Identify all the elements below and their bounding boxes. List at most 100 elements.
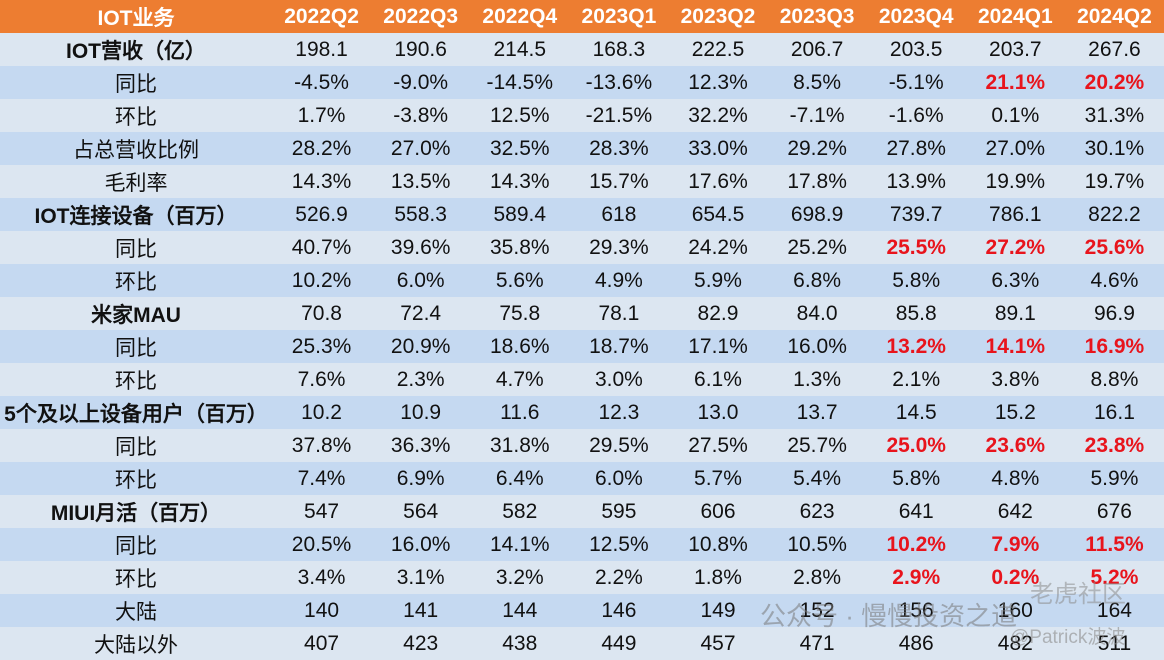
cell: 156 [866,594,966,627]
cell: 4.7% [470,363,570,396]
column-header: 2022Q2 [272,0,372,33]
cell: 198.1 [272,33,372,66]
cell: 70.8 [272,297,372,330]
cell: 89.1 [965,297,1065,330]
cell: 32.2% [668,99,768,132]
cell: -3.8% [371,99,471,132]
cell: 168.3 [569,33,669,66]
cell: 72.4 [371,297,471,330]
cell: 267.6 [1064,33,1164,66]
cell: 6.9% [371,462,471,495]
table-row: IOT连接设备（百万） 526.9 558.3 589.4 618 654.5 698.9 7… [0,198,1164,231]
table-row: 同比 37.8% 36.3% 31.8% 29.5% 27.5% 25.7% 25.0% 23.… [0,429,1164,462]
cell: 27.2% [965,231,1065,264]
cell: 28.3% [569,132,669,165]
cell: 2.2% [569,561,669,594]
cell: 623 [767,495,867,528]
cell: 84.0 [767,297,867,330]
cell: 7.4% [272,462,372,495]
cell: 27.8% [866,132,966,165]
cell: 29.3% [569,231,669,264]
cell: 3.4% [272,561,372,594]
table-row: 同比 20.5% 16.0% 14.1% 12.5% 10.8% 10.5% 10.2% 7.9… [0,528,1164,561]
cell: 10.9 [371,396,471,429]
row-label: 同比 [0,528,272,561]
cell: 438 [470,627,570,660]
cell: 7.9% [965,528,1065,561]
cell: 564 [371,495,471,528]
cell: 822.2 [1064,198,1164,231]
cell: 486 [866,627,966,660]
cell: 449 [569,627,669,660]
table-row: MIUI月活（百万） 547 564 582 595 606 623 641 642 676 [0,495,1164,528]
cell: -13.6% [569,66,669,99]
cell: 20.9% [371,330,471,363]
cell: 6.0% [569,462,669,495]
cell: 203.5 [866,33,966,66]
cell: 164 [1064,594,1164,627]
row-label: 同比 [0,231,272,264]
cell: 96.9 [1064,297,1164,330]
cell: 30.1% [1064,132,1164,165]
cell: 5.6% [470,264,570,297]
cell: 152 [767,594,867,627]
row-label: 环比 [0,363,272,396]
cell: 5.2% [1064,561,1164,594]
cell: 482 [965,627,1065,660]
cell: 10.5% [767,528,867,561]
cell: 27.5% [668,429,768,462]
cell: 511 [1064,627,1164,660]
column-header: 2023Q4 [866,0,966,33]
cell: 5.9% [668,264,768,297]
cell: 25.2% [767,231,867,264]
cell: 3.1% [371,561,471,594]
cell: 18.7% [569,330,669,363]
cell: 140 [272,594,372,627]
table-row: 米家MAU 70.8 72.4 75.8 78.1 82.9 84.0 85.8 89.1 96.… [0,297,1164,330]
cell: 786.1 [965,198,1065,231]
cell: 15.2 [965,396,1065,429]
cell: 654.5 [668,198,768,231]
cell: 2.1% [866,363,966,396]
cell: -5.1% [866,66,966,99]
cell: 5.4% [767,462,867,495]
row-label: 毛利率 [0,165,272,198]
column-header: 2023Q1 [569,0,669,33]
cell: 20.2% [1064,66,1164,99]
cell: 0.2% [965,561,1065,594]
cell: 21.1% [965,66,1065,99]
cell: 16.9% [1064,330,1164,363]
cell: 10.8% [668,528,768,561]
cell: 407 [272,627,372,660]
cell: 78.1 [569,297,669,330]
cell: 17.1% [668,330,768,363]
cell: 2.8% [767,561,867,594]
cell: 12.3% [668,66,768,99]
cell: 14.5 [866,396,966,429]
cell: 3.2% [470,561,570,594]
cell: 214.5 [470,33,570,66]
cell: 6.4% [470,462,570,495]
row-label: 米家MAU [0,297,272,330]
cell: 18.6% [470,330,570,363]
table-row: 同比 40.7% 39.6% 35.8% 29.3% 24.2% 25.2% 25.5% 27.… [0,231,1164,264]
cell: 14.1% [470,528,570,561]
cell: 13.0 [668,396,768,429]
cell: 39.6% [371,231,471,264]
cell: 144 [470,594,570,627]
cell: 141 [371,594,471,627]
cell: 24.2% [668,231,768,264]
cell: 25.5% [866,231,966,264]
column-header: 2022Q4 [470,0,570,33]
cell: 13.2% [866,330,966,363]
header-row: IOT业务 2022Q2 2022Q3 2022Q4 2023Q1 2023Q2 2023Q… [0,0,1164,33]
column-header: 2024Q1 [965,0,1065,33]
cell: 40.7% [272,231,372,264]
cell: 0.1% [965,99,1065,132]
row-label: 同比 [0,429,272,462]
cell: 35.8% [470,231,570,264]
cell: 1.3% [767,363,867,396]
cell: 8.5% [767,66,867,99]
cell: 526.9 [272,198,372,231]
